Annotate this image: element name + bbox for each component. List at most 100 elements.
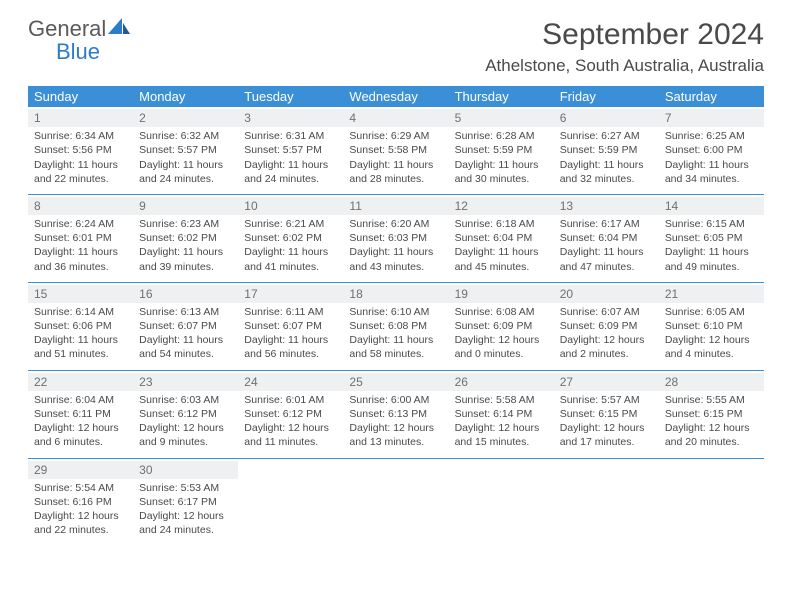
daylight-line: Daylight: 12 hours and 15 minutes. bbox=[455, 421, 548, 449]
daylight-line: Daylight: 11 hours and 41 minutes. bbox=[244, 245, 337, 273]
day-number: 4 bbox=[343, 109, 448, 127]
calendar-table: Sunday Monday Tuesday Wednesday Thursday… bbox=[28, 86, 764, 545]
weekday-header: Monday bbox=[133, 86, 238, 107]
day-number: 12 bbox=[449, 197, 554, 215]
sunrise-line: Sunrise: 6:07 AM bbox=[560, 305, 653, 319]
sunset-line: Sunset: 6:12 PM bbox=[139, 407, 232, 421]
calendar-row: 8Sunrise: 6:24 AMSunset: 6:01 PMDaylight… bbox=[28, 194, 764, 282]
sunrise-line: Sunrise: 5:53 AM bbox=[139, 481, 232, 495]
header: General Blue September 2024 Athelstone, … bbox=[28, 18, 764, 76]
day-cell: 22Sunrise: 6:04 AMSunset: 6:11 PMDayligh… bbox=[28, 370, 133, 458]
day-number: 28 bbox=[659, 373, 764, 391]
sunset-line: Sunset: 6:16 PM bbox=[34, 495, 127, 509]
day-number: 19 bbox=[449, 285, 554, 303]
day-number: 21 bbox=[659, 285, 764, 303]
sunrise-line: Sunrise: 6:21 AM bbox=[244, 217, 337, 231]
day-number: 7 bbox=[659, 109, 764, 127]
logo-text-blue: Blue bbox=[56, 39, 100, 64]
day-cell: 30Sunrise: 5:53 AMSunset: 6:17 PMDayligh… bbox=[133, 458, 238, 545]
day-number: 6 bbox=[554, 109, 659, 127]
day-cell: 23Sunrise: 6:03 AMSunset: 6:12 PMDayligh… bbox=[133, 370, 238, 458]
sunset-line: Sunset: 6:07 PM bbox=[139, 319, 232, 333]
sunset-line: Sunset: 6:09 PM bbox=[560, 319, 653, 333]
sunset-line: Sunset: 6:12 PM bbox=[244, 407, 337, 421]
sunset-line: Sunset: 5:57 PM bbox=[244, 143, 337, 157]
sunset-line: Sunset: 6:06 PM bbox=[34, 319, 127, 333]
day-number: 2 bbox=[133, 109, 238, 127]
sunset-line: Sunset: 6:10 PM bbox=[665, 319, 758, 333]
day-cell: 1Sunrise: 6:34 AMSunset: 5:56 PMDaylight… bbox=[28, 107, 133, 194]
sunset-line: Sunset: 6:05 PM bbox=[665, 231, 758, 245]
calendar-row: 15 Sunrise: 6:14 AMSunset: 6:06 PM Dayligh… bbox=[28, 282, 764, 370]
sunset-line: Sunset: 6:17 PM bbox=[139, 495, 232, 509]
sunset-line: Sunset: 6:03 PM bbox=[349, 231, 442, 245]
sunset-line: Sunset: 6:00 PM bbox=[665, 143, 758, 157]
sunset-line: Sunset: 6:04 PM bbox=[560, 231, 653, 245]
daylight-line: Daylight: 11 hours and 54 minutes. bbox=[139, 333, 232, 361]
sunset-line: Sunset: 6:09 PM bbox=[455, 319, 548, 333]
day-number: 14 bbox=[659, 197, 764, 215]
day-cell: 27Sunrise: 5:57 AMSunset: 6:15 PMDayligh… bbox=[554, 370, 659, 458]
day-number: 24 bbox=[238, 373, 343, 391]
sunrise-line: Sunrise: 6:05 AM bbox=[665, 305, 758, 319]
sunrise-line: Sunrise: 6:32 AM bbox=[139, 129, 232, 143]
daylight-line: Daylight: 11 hours and 47 minutes. bbox=[560, 245, 653, 273]
day-cell: 14Sunrise: 6:15 AMSunset: 6:05 PMDayligh… bbox=[659, 194, 764, 282]
sunset-line: Sunset: 6:01 PM bbox=[34, 231, 127, 245]
day-number: 10 bbox=[238, 197, 343, 215]
day-number: 29 bbox=[28, 461, 133, 479]
day-cell: 16 Sunrise: 6:13 AMSunset: 6:07 PMDayligh… bbox=[133, 282, 238, 370]
daylight-line: Daylight: 11 hours and 39 minutes. bbox=[139, 245, 232, 273]
weekday-header: Thursday bbox=[449, 86, 554, 107]
day-number: 16 bbox=[133, 285, 238, 303]
sunrise-line: Sunrise: 6:27 AM bbox=[560, 129, 653, 143]
empty-cell: . bbox=[343, 458, 448, 545]
logo-sail-icon bbox=[108, 18, 130, 41]
sunset-line: Sunset: 5:59 PM bbox=[560, 143, 653, 157]
daylight-line: Daylight: 11 hours and 32 minutes. bbox=[560, 158, 653, 186]
daylight-line: Daylight: 12 hours and 22 minutes. bbox=[34, 509, 127, 537]
daylight-line: Daylight: 12 hours and 20 minutes. bbox=[665, 421, 758, 449]
day-number: 8 bbox=[28, 197, 133, 215]
weekday-header: Tuesday bbox=[238, 86, 343, 107]
logo: General Blue bbox=[28, 18, 130, 64]
sunset-line: Sunset: 6:02 PM bbox=[244, 231, 337, 245]
empty-cell: . bbox=[554, 458, 659, 545]
daylight-line: Daylight: 11 hours and 49 minutes. bbox=[665, 245, 758, 273]
sunrise-line: Sunrise: 6:31 AM bbox=[244, 129, 337, 143]
day-number: 15 bbox=[28, 285, 133, 303]
daylight-line: Daylight: 11 hours and 58 minutes. bbox=[349, 333, 442, 361]
day-cell: 7Sunrise: 6:25 AMSunset: 6:00 PMDaylight… bbox=[659, 107, 764, 194]
day-cell: 21Sunrise: 6:05 AMSunset: 6:10 PMDayligh… bbox=[659, 282, 764, 370]
sunrise-line: Sunrise: 6:23 AM bbox=[139, 217, 232, 231]
day-cell: 18Sunrise: 6:10 AMSunset: 6:08 PMDayligh… bbox=[343, 282, 448, 370]
day-cell: 8Sunrise: 6:24 AMSunset: 6:01 PMDaylight… bbox=[28, 194, 133, 282]
day-cell: 25Sunrise: 6:00 AMSunset: 6:13 PMDayligh… bbox=[343, 370, 448, 458]
day-cell: 11Sunrise: 6:20 AMSunset: 6:03 PMDayligh… bbox=[343, 194, 448, 282]
calendar-row: 22Sunrise: 6:04 AMSunset: 6:11 PMDayligh… bbox=[28, 370, 764, 458]
sunset-line: Sunset: 6:14 PM bbox=[455, 407, 548, 421]
sunrise-line: Sunrise: 6:18 AM bbox=[455, 217, 548, 231]
daylight-line: Daylight: 11 hours and 56 minutes. bbox=[244, 333, 337, 361]
sunset-line: Sunset: 6:15 PM bbox=[665, 407, 758, 421]
sunrise-line: Sunrise: 6:03 AM bbox=[139, 393, 232, 407]
daylight-line: Daylight: 11 hours and 36 minutes. bbox=[34, 245, 127, 273]
sunrise-line: Sunrise: 6:34 AM bbox=[34, 129, 127, 143]
day-number: 20 bbox=[554, 285, 659, 303]
weekday-header: Sunday bbox=[28, 86, 133, 107]
sunset-line: Sunset: 6:11 PM bbox=[34, 407, 127, 421]
day-number: 13 bbox=[554, 197, 659, 215]
logo-text-general: General bbox=[28, 16, 106, 41]
sunrise-line: Sunrise: 6:25 AM bbox=[665, 129, 758, 143]
daylight-line: Daylight: 11 hours and 45 minutes. bbox=[455, 245, 548, 273]
daylight-line: Daylight: 12 hours and 24 minutes. bbox=[139, 509, 232, 537]
sunset-line: Sunset: 6:02 PM bbox=[139, 231, 232, 245]
day-number: 3 bbox=[238, 109, 343, 127]
day-cell: 10 Sunrise: 6:21 AMSunset: 6:02 PMDayligh… bbox=[238, 194, 343, 282]
sunset-line: Sunset: 6:08 PM bbox=[349, 319, 442, 333]
day-number: 27 bbox=[554, 373, 659, 391]
sunrise-line: Sunrise: 6:14 AM bbox=[34, 305, 127, 319]
sunrise-line: Sunrise: 6:13 AM bbox=[139, 305, 232, 319]
day-cell: 20Sunrise: 6:07 AMSunset: 6:09 PMDayligh… bbox=[554, 282, 659, 370]
weekday-header-row: Sunday Monday Tuesday Wednesday Thursday… bbox=[28, 86, 764, 107]
